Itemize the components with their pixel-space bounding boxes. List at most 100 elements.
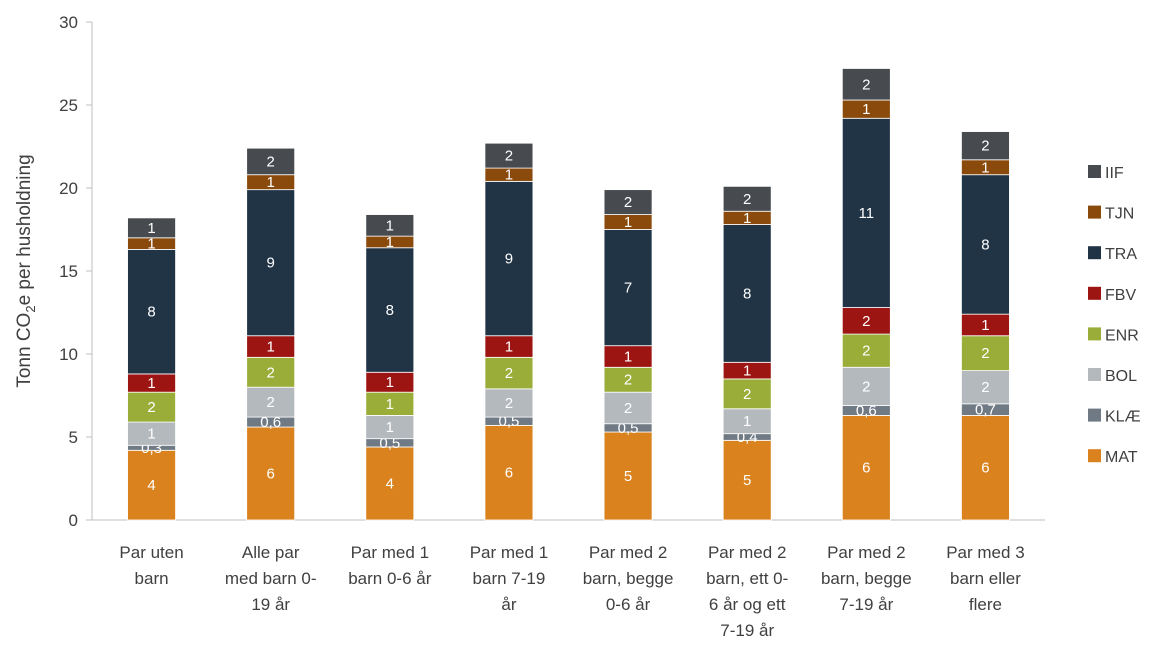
- legend-label: FBV: [1105, 287, 1136, 304]
- data-label: 2: [267, 394, 275, 411]
- y-tick-label: 20: [59, 179, 78, 198]
- data-label: 2: [743, 191, 751, 208]
- data-label: 2: [624, 372, 632, 389]
- data-label: 1: [386, 396, 394, 413]
- data-label: 1: [147, 426, 155, 443]
- bar-segment-iif: [365, 214, 415, 237]
- data-label: 1: [624, 348, 632, 365]
- data-label: 1: [624, 214, 632, 231]
- x-category-label: Par med 1 barn 0-6 år: [348, 543, 431, 588]
- x-category-label: Par med 2 barn, ett 0-6 år og ett 7-19 år: [706, 543, 788, 640]
- data-label: 1: [386, 217, 394, 234]
- data-label: 2: [505, 148, 513, 165]
- bar-segment-iif: [484, 142, 534, 169]
- data-label: 0,5: [499, 413, 520, 430]
- y-axis-title: Tonn CO2e per husholdning: [14, 154, 38, 387]
- bar-segment-iif: [961, 131, 1010, 161]
- bar-segment-iif: [603, 189, 653, 215]
- data-label: 5: [743, 472, 751, 489]
- data-label: 2: [147, 399, 155, 416]
- bar-segment-enr: [722, 378, 772, 410]
- y-tick-label: 15: [59, 262, 78, 281]
- data-label: 2: [267, 153, 275, 170]
- data-label: 2: [624, 400, 632, 417]
- legend-label: TJN: [1105, 206, 1134, 223]
- bar-segment-bol: [246, 386, 296, 418]
- legend-swatch: [1088, 408, 1101, 422]
- bar-segment-tra: [603, 229, 653, 347]
- legend-swatch: [1088, 286, 1101, 300]
- bars: 40,312181160,622191240,511181160,5221912…: [127, 68, 1010, 521]
- data-label: 1: [267, 174, 275, 191]
- data-label: 2: [862, 76, 870, 93]
- bar-segment-tra: [722, 224, 772, 363]
- bar-segment-iif: [841, 68, 891, 101]
- data-label: 1: [386, 419, 394, 436]
- data-label: 11: [859, 205, 875, 222]
- y-tick-label: 5: [69, 428, 78, 447]
- data-label: 2: [981, 138, 989, 155]
- bar-segment-enr: [603, 366, 653, 393]
- data-label: 6: [862, 460, 870, 477]
- bar-segment-mat: [722, 439, 772, 521]
- data-label: 1: [147, 220, 155, 237]
- legend-swatch: [1088, 449, 1101, 463]
- data-label: 1: [743, 413, 751, 430]
- data-label: 1: [386, 234, 394, 251]
- bar-segment-tra: [841, 117, 891, 308]
- bar-segment-bol: [484, 388, 534, 418]
- data-label: 2: [624, 194, 632, 211]
- x-category-label: Par med 1 barn 7-19 år: [470, 543, 548, 614]
- bar-segment-mat: [603, 431, 653, 521]
- bar-segment-enr: [484, 356, 534, 390]
- data-label: 1: [981, 317, 989, 334]
- legend-label: TRA: [1105, 246, 1137, 263]
- data-label: 6: [267, 466, 275, 483]
- bar-segment-tra: [365, 247, 415, 373]
- data-label: 5: [624, 468, 632, 485]
- data-label: 2: [862, 378, 870, 395]
- bar-segment-mat: [961, 415, 1010, 521]
- legend-swatch: [1088, 205, 1101, 219]
- bar-segment-enr: [841, 333, 891, 368]
- bar-segment-bol: [961, 370, 1010, 405]
- bar-segment-bol: [603, 391, 653, 425]
- legend-swatch: [1088, 246, 1101, 260]
- data-label: 1: [386, 374, 394, 391]
- legend-label: IIF: [1105, 165, 1124, 182]
- data-label: 1: [267, 339, 275, 356]
- bar-segment-enr: [961, 335, 1010, 371]
- bar-segment-iif: [246, 147, 296, 176]
- x-category-label: Par med 2 barn, begge 7-19 år: [821, 543, 912, 614]
- bar-segment-bol: [841, 366, 891, 406]
- data-label: 2: [743, 386, 751, 403]
- legend-label: MAT: [1105, 449, 1138, 466]
- data-label: 6: [505, 465, 513, 482]
- y-axis-title-text: Tonn CO2e per husholdning: [14, 154, 38, 387]
- y-tick-label: 30: [59, 13, 78, 32]
- x-axis: Par uten barn Alle par med barn 0-19 år Par …: [92, 519, 1045, 640]
- data-label: 1: [743, 363, 751, 380]
- data-label: 2: [505, 365, 513, 382]
- bar-segment-mat: [841, 415, 891, 521]
- data-label: 9: [505, 251, 513, 268]
- data-label: 6: [981, 460, 989, 477]
- bar-segment-mat: [246, 426, 296, 521]
- data-label: 0,6: [856, 402, 877, 419]
- data-label: 0,6: [260, 414, 281, 431]
- bar-segment-enr: [127, 391, 176, 423]
- bar-segment-bol: [722, 408, 772, 435]
- data-label: 1: [862, 101, 870, 118]
- legend: IIF TJN TRA FBV ENR BOL KLÆ MAT: [1088, 165, 1141, 466]
- bar-segment-tra: [961, 174, 1010, 315]
- bar-segment-tra: [127, 249, 176, 375]
- legend-swatch: [1088, 327, 1101, 341]
- data-label: 0,7: [975, 402, 996, 419]
- data-label: 4: [147, 477, 155, 494]
- data-label: 1: [505, 339, 513, 356]
- data-label: 1: [743, 210, 751, 227]
- data-label: 1: [981, 159, 989, 176]
- legend-label: BOL: [1105, 368, 1137, 385]
- bar-segment-tra: [246, 189, 296, 337]
- y-tick-label: 10: [59, 345, 78, 364]
